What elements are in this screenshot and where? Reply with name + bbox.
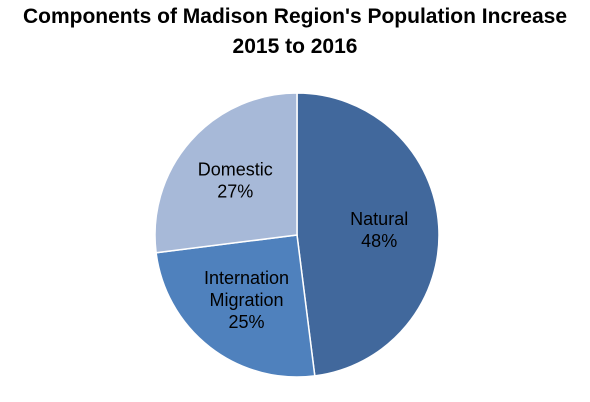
chart-title: Components of Madison Region's Populatio… (0, 2, 590, 62)
data-label-natural: Natural 48% (350, 209, 408, 251)
pie-slices (154, 92, 440, 378)
data-label-name: Natural (350, 209, 408, 229)
pie-slice-domestic (154, 92, 298, 254)
pie-labels: Natural 48% Internation Migration 25% Domesti… (198, 160, 409, 333)
pie-slice-natural (296, 92, 440, 377)
data-label-percent: 48% (361, 231, 397, 251)
data-label-name: Domestic (198, 160, 273, 180)
data-label-percent: 27% (217, 182, 253, 202)
data-label-percent: 25% (229, 312, 265, 332)
data-label-internation-migration: Internation Migration 25% (204, 268, 289, 332)
data-label-domestic: Domestic 27% (198, 160, 273, 202)
data-label-name: Internation (204, 268, 289, 288)
pie-slice-internation-migration (155, 234, 316, 378)
data-label-name: Migration (210, 290, 284, 310)
chart-title-line-2: 2015 to 2016 (232, 35, 358, 58)
chart-title-line-1: Components of Madison Region's Populatio… (22, 5, 568, 28)
